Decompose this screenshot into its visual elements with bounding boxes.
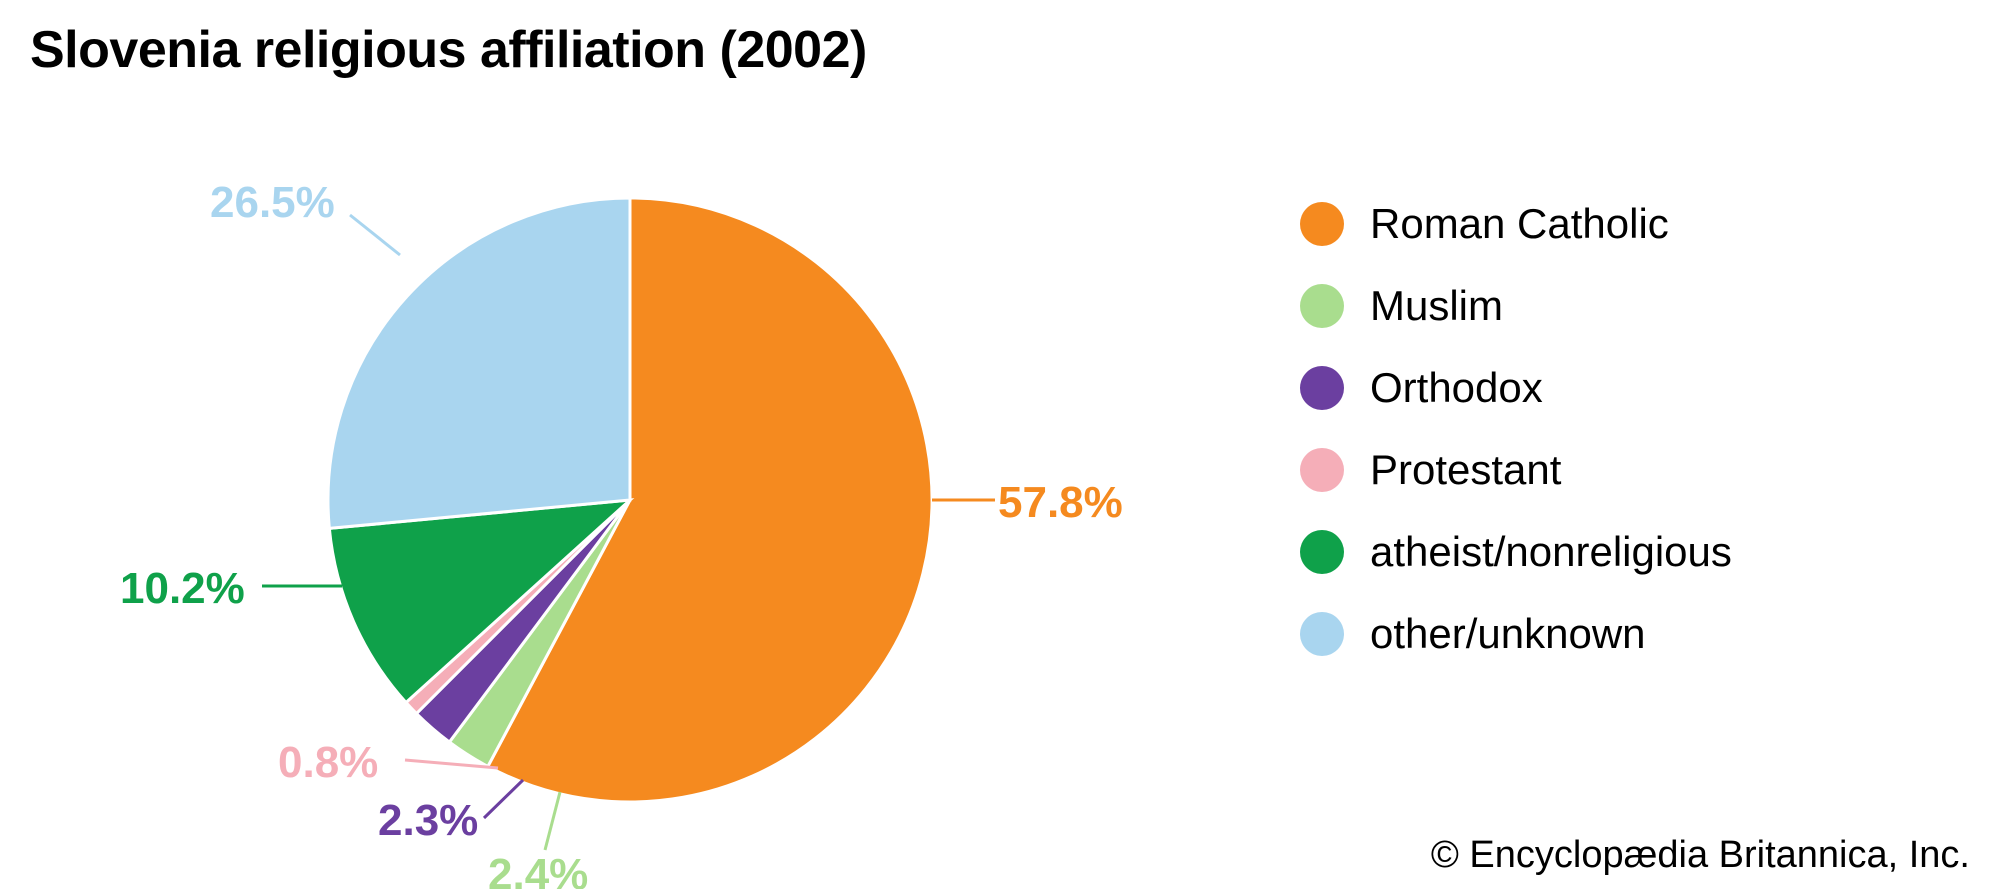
slice-value-label: 26.5% [210, 178, 335, 228]
legend-item: Protestant [1300, 446, 1732, 494]
legend-label: atheist/nonreligious [1370, 528, 1732, 576]
legend-label: Orthodox [1370, 364, 1543, 412]
slice-value-label: 2.4% [488, 850, 588, 889]
copyright: © Encyclopædia Britannica, Inc. [1431, 834, 1970, 877]
legend-swatch [1300, 448, 1344, 492]
legend-label: Roman Catholic [1370, 200, 1669, 248]
legend-item: Orthodox [1300, 364, 1732, 412]
legend-swatch [1300, 202, 1344, 246]
legend: Roman Catholic Muslim Orthodox Protestant at… [1300, 200, 1732, 658]
legend-swatch [1300, 530, 1344, 574]
slice-value-label: 57.8% [998, 478, 1123, 528]
slice-value-label: 10.2% [120, 564, 245, 614]
legend-label: Protestant [1370, 446, 1561, 494]
legend-swatch [1300, 284, 1344, 328]
legend-swatch [1300, 612, 1344, 656]
leader-line [350, 215, 400, 255]
pie-slice [328, 198, 630, 528]
legend-item: Roman Catholic [1300, 200, 1732, 248]
leader-line [545, 792, 560, 850]
chart-title: Slovenia religious affiliation (2002) [30, 20, 867, 80]
legend-item: atheist/nonreligious [1300, 528, 1732, 576]
legend-item: Muslim [1300, 282, 1732, 330]
legend-label: Muslim [1370, 282, 1503, 330]
legend-label: other/unknown [1370, 610, 1646, 658]
slice-value-label: 0.8% [278, 738, 378, 788]
leader-line [484, 780, 523, 818]
legend-item: other/unknown [1300, 610, 1732, 658]
slice-value-label: 2.3% [378, 796, 478, 846]
legend-swatch [1300, 366, 1344, 410]
